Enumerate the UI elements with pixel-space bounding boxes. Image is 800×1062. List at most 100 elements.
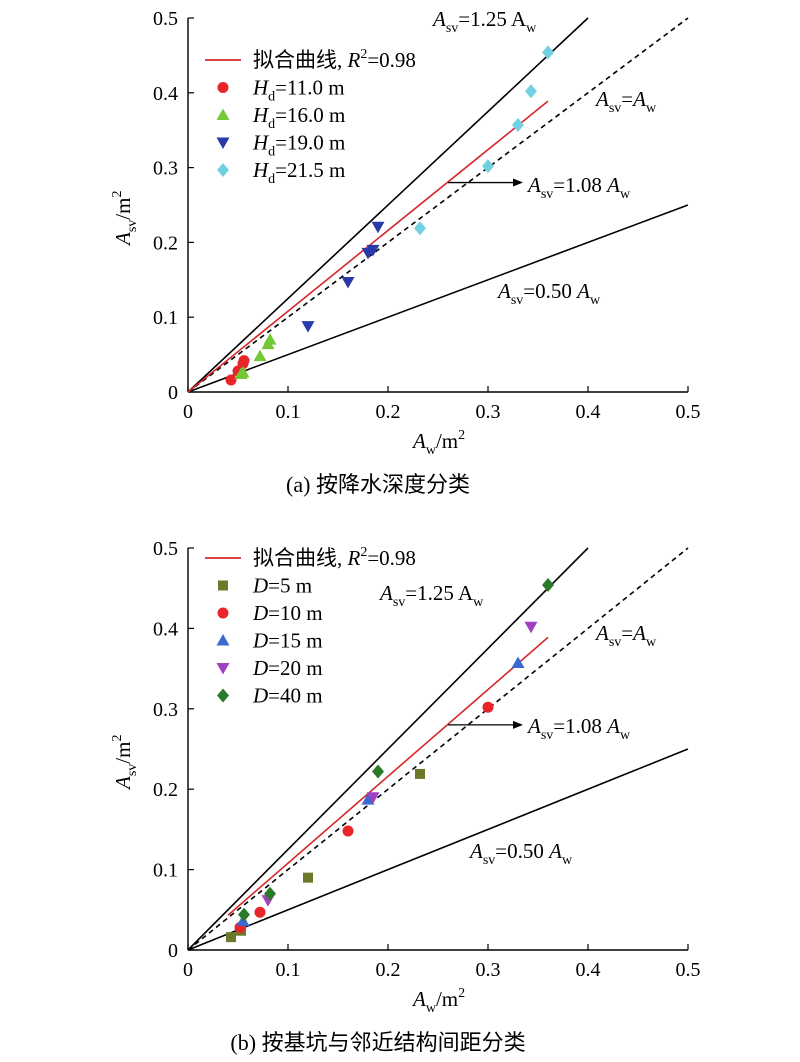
y-axis-label-unit: /m — [111, 742, 135, 764]
y-axis-label-main: A — [111, 232, 135, 247]
legend-series-label-rest: =16.0 m — [275, 103, 345, 127]
legend-series-label-rest: =10 m — [268, 601, 322, 625]
legend-fit-value: =0.98 — [367, 48, 416, 72]
legend-marker — [218, 580, 228, 591]
reference-line-label-main: A — [496, 279, 511, 303]
x-axis-label-sup: 2 — [458, 428, 465, 443]
y-axis-label: Asv/m2 — [110, 735, 140, 791]
data-point — [264, 886, 276, 901]
data-point — [511, 656, 525, 668]
legend-series-label-main: H — [252, 103, 270, 127]
legend-series-label-sub: d — [268, 90, 275, 105]
legend-series-label-main: H — [252, 158, 270, 182]
reference-line-label: Asv=1.25 Aw — [378, 581, 484, 610]
legend-marker — [217, 688, 229, 703]
x-tick-label: 0.2 — [376, 401, 401, 423]
reference-line-label-sub2: w — [646, 635, 657, 650]
x-axis-label-main: A — [411, 987, 426, 1011]
y-tick-label: 0.2 — [153, 779, 178, 801]
x-axis-label-sub: w — [426, 443, 437, 458]
data-point — [366, 244, 380, 257]
legend-marker — [217, 607, 229, 619]
data-point — [263, 333, 277, 345]
reference-line-label-sub: sv — [511, 293, 523, 308]
legend-series-label-main: D — [252, 601, 268, 625]
data-point — [415, 768, 425, 779]
y-axis-label: Asv/m2 — [110, 191, 140, 247]
data-point — [542, 45, 554, 60]
legend-series-label: D=10 m — [252, 601, 323, 625]
legend-series-label: Hd=19.0 m — [252, 131, 345, 160]
y-tick-label: 0.3 — [153, 158, 178, 180]
data-point — [303, 872, 313, 883]
y-axis-label-sub: sv — [125, 764, 140, 776]
data-point — [542, 577, 554, 592]
legend-series-label-main: D — [252, 574, 268, 598]
data-point — [372, 764, 384, 779]
arrow-label-sub2: w — [620, 187, 631, 202]
arrow-label: Asv=1.08 Aw — [526, 173, 631, 202]
reference-line — [187, 17, 589, 393]
reference-line-label-sub: sv — [609, 101, 621, 116]
y-tick-label: 0.4 — [153, 83, 178, 105]
y-axis-label-sup: 2 — [110, 191, 125, 198]
reference-line-label-sub: sv — [609, 635, 621, 650]
data-point — [341, 277, 355, 289]
reference-line-label-rest: = — [621, 87, 633, 111]
reference-line-label-rest: =0.50 — [495, 839, 549, 863]
data-point — [238, 907, 250, 922]
x-axis-label: Aw/m2 — [411, 986, 465, 1016]
x-tick-label: 0.4 — [576, 959, 601, 981]
data-point — [525, 84, 537, 99]
legend-fit-sup: 2 — [360, 545, 367, 560]
reference-line — [187, 204, 689, 393]
reference-line-label-rest: = — [621, 621, 633, 645]
x-axis-label-sub: w — [426, 1001, 437, 1016]
data-point — [301, 321, 315, 333]
legend-series-label: Hd=11.0 m — [252, 76, 345, 105]
data-point — [482, 159, 494, 174]
reference-line-label-main: A — [431, 7, 446, 31]
reference-line-label-sub2: w — [646, 101, 657, 116]
x-axis-label-unit: /m — [436, 429, 458, 453]
data-point — [253, 349, 267, 362]
y-tick-label: 0.4 — [153, 618, 178, 640]
legend-series-label-main: D — [252, 629, 268, 653]
reference-line-label-rest: =1.25 A — [458, 7, 527, 31]
data-point — [482, 701, 494, 713]
legend-series-label-rest: =11.0 m — [275, 76, 344, 100]
data-point — [512, 117, 524, 132]
reference-line-label-rest: =0.50 — [523, 279, 577, 303]
legend-series-label-main: D — [252, 684, 268, 708]
legend-series-label-rest: =15 m — [268, 629, 322, 653]
x-tick-label: 0.3 — [476, 401, 501, 423]
fit-line — [227, 636, 549, 916]
x-tick-label: 0.4 — [576, 401, 601, 423]
legend-marker — [216, 137, 230, 149]
legend-fit-value: =0.98 — [367, 546, 416, 570]
legend-series-label-rest: =5 m — [268, 574, 312, 598]
x-axis-label-main: A — [411, 429, 426, 453]
data-point — [236, 366, 250, 378]
reference-line-label-sub2: w — [562, 853, 573, 868]
x-tick-label: 0.5 — [676, 959, 701, 981]
y-tick-label: 0.2 — [153, 232, 178, 254]
chart-panel-b: 0 0.1 0.2 0.3 0.4 0.500.10.20.30.40.5Aw/m2Asv… — [110, 538, 701, 1055]
reference-line-label-rest-var: A — [575, 279, 590, 303]
x-tick-label: 0.1 — [276, 401, 301, 423]
legend-fit-r: R — [347, 48, 361, 72]
legend-marker — [216, 108, 230, 120]
legend-series-label: D=5 m — [252, 574, 312, 598]
y-axis-label-sub: sv — [125, 220, 140, 232]
legend-series-label-rest: =20 m — [268, 656, 322, 680]
legend-fit-text: 拟合曲线, — [253, 48, 348, 72]
y-axis-label-unit: /m — [111, 198, 135, 220]
x-tick-label: 0.2 — [376, 959, 401, 981]
legend-series-label-main: D — [252, 656, 268, 680]
reference-line-label-main: A — [378, 581, 393, 605]
reference-line-label-sub2: w — [526, 21, 537, 36]
data-point — [225, 374, 237, 386]
reference-line — [187, 547, 689, 951]
